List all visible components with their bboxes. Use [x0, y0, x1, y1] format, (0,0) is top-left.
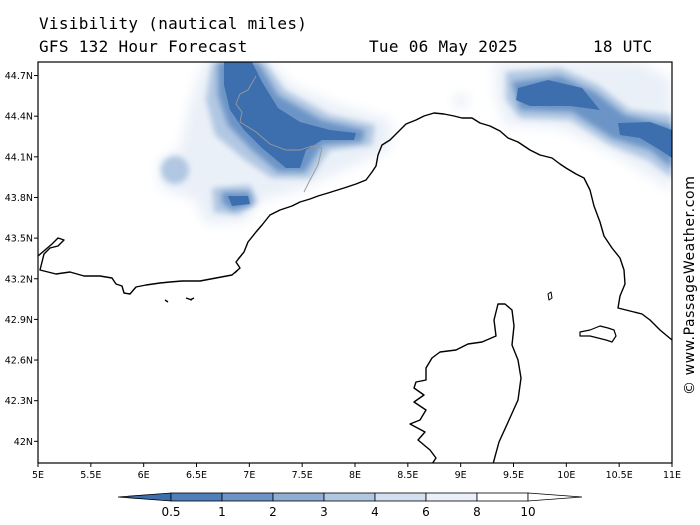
visibility-contours: [158, 62, 672, 224]
lat-tick-label: 42.6N: [5, 356, 33, 367]
colorbar-tick-label: 0.5: [161, 505, 180, 519]
colorbar-segment: [374, 492, 427, 502]
country-border: [235, 75, 323, 193]
lon-tick-label: 7.5E: [292, 470, 313, 481]
lon-tick-label: 8.5E: [397, 470, 418, 481]
colorbar-over-arrow: [527, 492, 583, 502]
colorbar-tick-label: 8: [473, 505, 481, 519]
colorbar-under-arrow: [117, 492, 172, 502]
coastline: [38, 112, 672, 463]
colorbar-tick-label: 3: [320, 505, 328, 519]
lon-tick-label: 8E: [349, 470, 361, 481]
colorbar-segment: [323, 492, 376, 502]
lat-tick-label: 44.4N: [5, 112, 33, 123]
colorbar-segment: [170, 492, 223, 502]
lon-tick-label: 5E: [32, 470, 44, 481]
forecast-time: 18 UTC: [593, 37, 653, 56]
lat-tick-label: 42.9N: [5, 315, 33, 326]
lon-tick-label: 6E: [138, 470, 150, 481]
colorbar-segment: [221, 492, 274, 502]
lon-tick-label: 9E: [455, 470, 467, 481]
lon-tick-label: 9.5E: [503, 470, 524, 481]
map-title: Visibility (nautical miles): [39, 14, 308, 33]
forecast-date: Tue 06 May 2025: [369, 37, 518, 56]
colorbar-tick-label: 1: [218, 505, 226, 519]
site-credit: © www.PassageWeather.com: [682, 175, 698, 395]
lon-tick-label: 10.5E: [606, 470, 633, 481]
longitude-axis: 5E 5.5E 6E 6.5E 7E 7.5E 8E 8.5E 9E 9.5E 10E 10.5E 11…: [32, 463, 681, 481]
visibility-colorbar: 0.5 1 2 3 4 6 8 10: [117, 492, 583, 519]
lat-tick-label: 44.1N: [5, 152, 33, 163]
colorbar-segment: [272, 492, 325, 502]
colorbar-segment: [476, 492, 529, 502]
lon-tick-label: 5.5E: [80, 470, 101, 481]
colorbar-tick-label: 4: [371, 505, 379, 519]
lon-tick-label: 10E: [557, 470, 575, 481]
lat-tick-label: 42.3N: [5, 396, 33, 407]
colorbar-tick-label: 6: [422, 505, 430, 519]
lon-tick-label: 7E: [243, 470, 255, 481]
fog-core: [224, 62, 672, 206]
lat-tick-label: 44.7N: [5, 71, 33, 82]
forecast-label: GFS 132 Hour Forecast: [39, 37, 248, 56]
lon-tick-label: 6.5E: [186, 470, 207, 481]
latitude-axis: 44.7N 44.4N 44.1N 43.8N 43.5N 43.2N 42.9N 42.6N…: [5, 71, 38, 448]
colorbar-segment: [425, 492, 478, 502]
colorbar-tick-label: 10: [520, 505, 535, 519]
lat-tick-label: 43.5N: [5, 234, 33, 245]
lat-tick-label: 42N: [14, 437, 33, 448]
lon-tick-label: 11E: [663, 470, 681, 481]
lat-tick-label: 43.2N: [5, 274, 33, 285]
colorbar-tick-label: 2: [269, 505, 277, 519]
lat-tick-label: 43.8N: [5, 193, 33, 204]
